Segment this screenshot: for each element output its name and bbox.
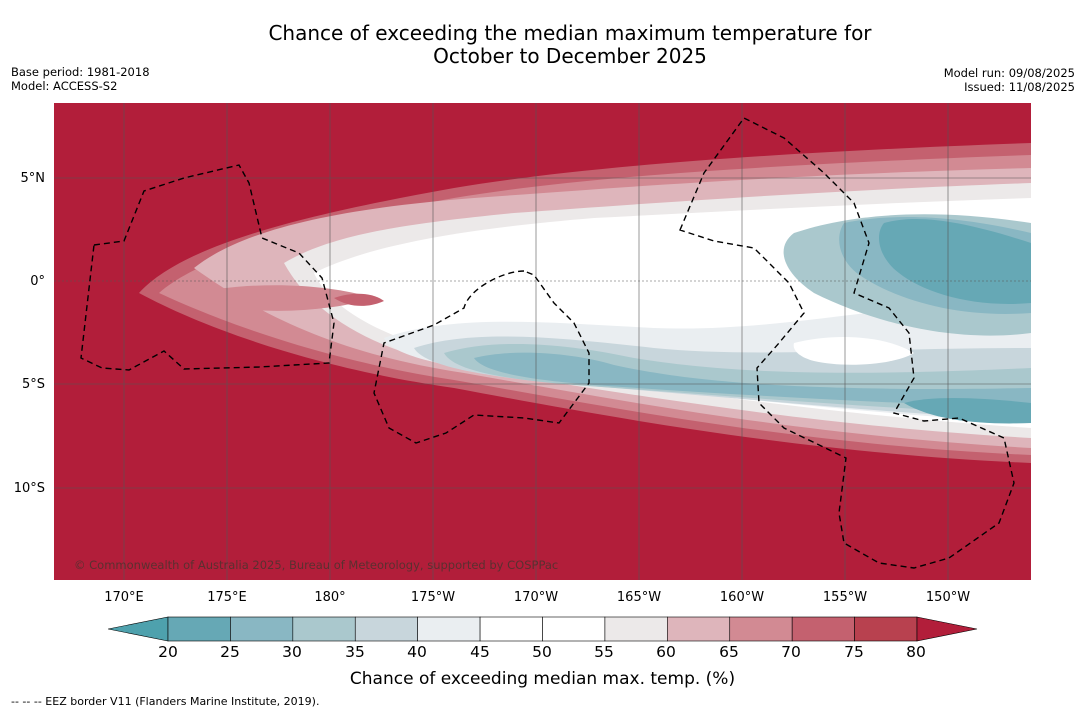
meta-right: Model run: 09/08/2025 Issued: 11/08/2025	[944, 66, 1075, 94]
colorbar-cell	[354, 616, 418, 642]
eez-borders	[80, 117, 1015, 569]
colorbar-cell	[667, 616, 731, 642]
lon-label-165w: 165°W	[616, 590, 662, 605]
lat-label-5n: 5°N	[20, 171, 46, 186]
legend-tick: 25	[220, 643, 240, 661]
base-period: Base period: 1981-2018	[11, 65, 150, 79]
legend-tick: 40	[407, 643, 427, 661]
legend-tick: 80	[906, 643, 926, 661]
copyright-text: © Commonwealth of Australia 2025, Bureau…	[74, 558, 558, 572]
colorbar-over-arrow	[916, 616, 978, 642]
legend-tick: 65	[719, 643, 739, 661]
legend-tick: 75	[844, 643, 864, 661]
legend-tick: 35	[345, 643, 365, 661]
colorbar-cell	[854, 616, 918, 642]
lon-label-150w: 150°W	[925, 590, 971, 605]
issued-date: Issued: 11/08/2025	[964, 80, 1075, 94]
colorbar-cell	[230, 616, 294, 642]
colorbar-cell	[604, 616, 668, 642]
colorbar-cell	[729, 616, 793, 642]
model-name: Model: ACCESS-S2	[11, 79, 118, 93]
lat-label-10s: 10°S	[13, 481, 45, 496]
colorbar-cell	[167, 616, 231, 642]
chart-title-line1: Chance of exceeding the median maximum t…	[268, 21, 872, 45]
colorbar-cell	[292, 616, 356, 642]
legend-tick: 60	[656, 643, 676, 661]
lon-label-155w: 155°W	[822, 590, 868, 605]
colorbar-cell	[791, 616, 855, 642]
colorbar-cells	[167, 616, 918, 642]
probability-bands	[139, 143, 1031, 463]
lon-label-180: 180°	[314, 590, 346, 605]
map-graticule	[54, 103, 1031, 580]
model-run: Model run: 09/08/2025	[943, 66, 1075, 80]
chart-title-line2: October to December 2025	[433, 44, 707, 68]
lon-label-175w: 175°W	[410, 590, 456, 605]
meta-left: Base period: 1981-2018 Model: ACCESS-S2	[11, 65, 150, 93]
legend-title: Chance of exceeding median max. temp. (%…	[349, 669, 736, 689]
colorbar-cell	[542, 616, 606, 642]
lon-label-175e: 175°E	[207, 590, 247, 605]
lat-label-0: 0°	[30, 274, 45, 289]
legend-tick: 45	[470, 643, 490, 661]
legend-tick: 70	[781, 643, 801, 661]
lat-label-5s: 5°S	[21, 377, 45, 392]
probability-map: © Commonwealth of Australia 2025, Bureau…	[54, 103, 1031, 580]
colorbar-cell	[417, 616, 481, 642]
colorbar	[108, 616, 978, 642]
colorbar-cell	[479, 616, 543, 642]
eez-footnote: -- -- -- EEZ border V11 (Flanders Marine…	[11, 695, 320, 708]
legend-tick: 55	[594, 643, 614, 661]
lon-label-170e: 170°E	[104, 590, 144, 605]
legend-tick: 50	[532, 643, 552, 661]
colorbar-under-arrow	[108, 616, 169, 642]
lon-label-170w: 170°W	[513, 590, 559, 605]
legend-tick: 20	[158, 643, 178, 661]
legend-tick: 30	[282, 643, 302, 661]
lon-label-160w: 160°W	[719, 590, 765, 605]
